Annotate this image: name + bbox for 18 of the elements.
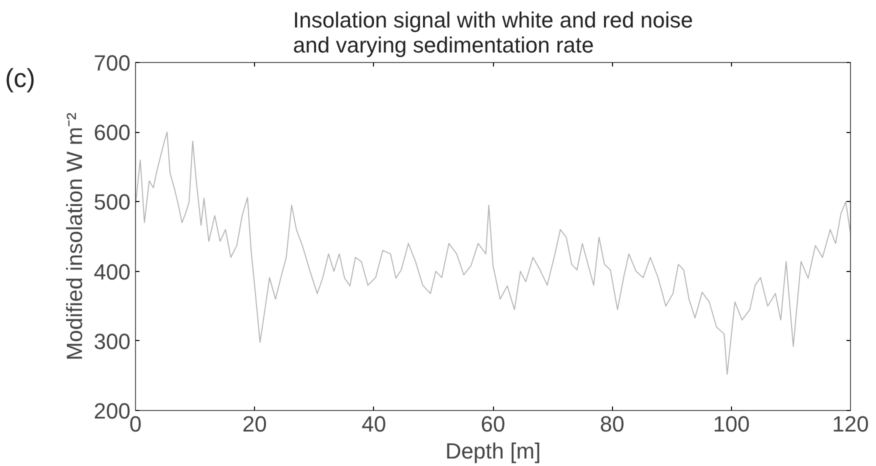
x-tick-label: 100 bbox=[712, 412, 750, 436]
line-series bbox=[136, 132, 850, 375]
x-tick-label: 80 bbox=[600, 412, 624, 436]
x-tick-label: 20 bbox=[242, 412, 267, 436]
x-tick-label: 60 bbox=[480, 412, 506, 436]
y-tick-label: 400 bbox=[94, 259, 131, 284]
y-tick-label: 200 bbox=[94, 398, 131, 424]
text: (c) bbox=[5, 62, 36, 95]
x-axis-title: Depth [m] bbox=[445, 438, 541, 464]
y-axis-title: Modified insolation W m⁻² bbox=[62, 112, 87, 360]
y-tick-label: 600 bbox=[94, 120, 131, 146]
chart-title: Insolation signal with white and red noise and varying sedimentation rate bbox=[293, 8, 693, 58]
x-tick-label: 0 bbox=[129, 412, 142, 436]
y-tick-label: 300 bbox=[94, 328, 131, 354]
y-tick-label: 700 bbox=[94, 50, 131, 76]
x-tick-label: 40 bbox=[362, 412, 386, 436]
x-tick-label: 120 bbox=[832, 412, 869, 436]
y-tick-label: 500 bbox=[94, 190, 131, 215]
